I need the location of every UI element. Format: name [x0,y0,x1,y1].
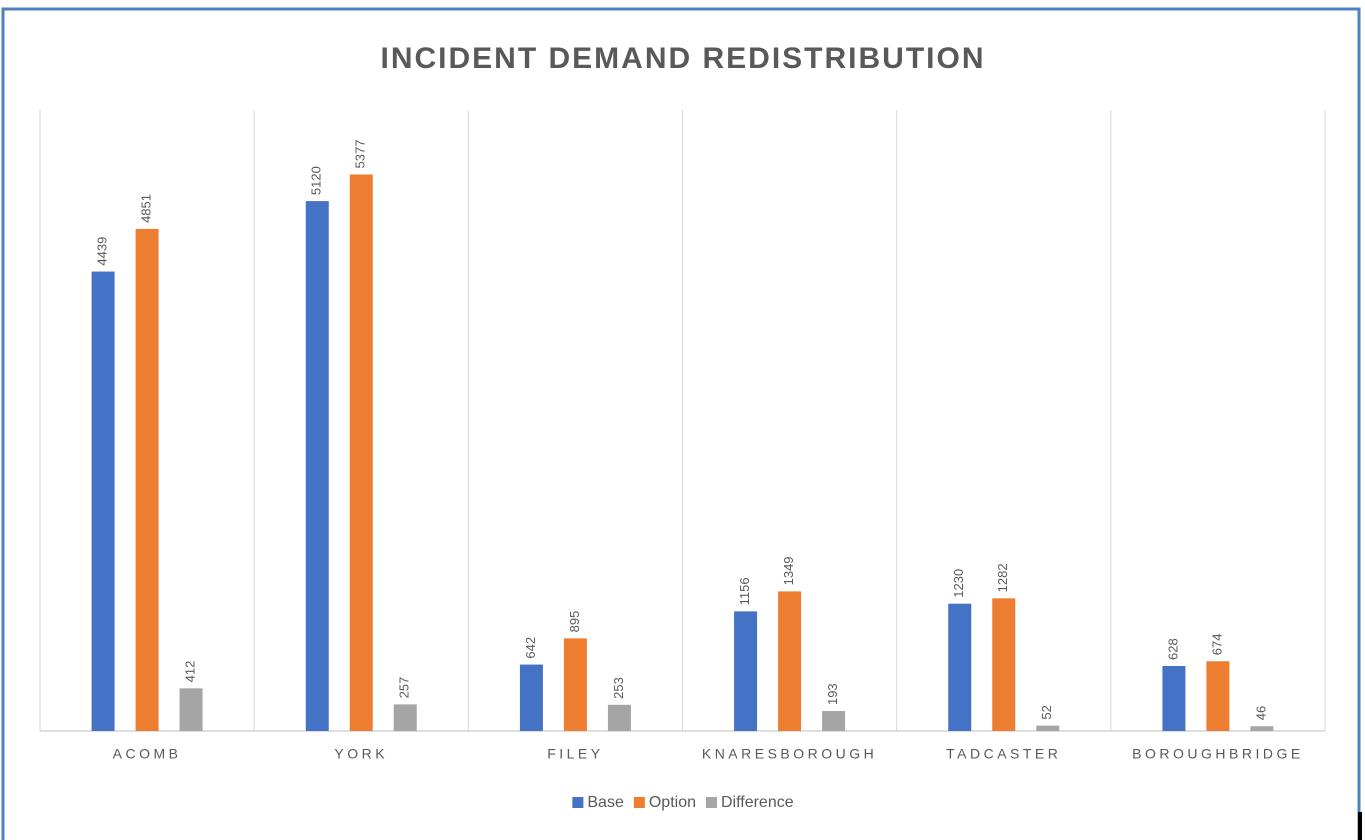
data-label: 5377 [353,140,368,169]
bar [1250,726,1274,731]
bar [948,603,972,731]
chart-frame [1,7,1361,840]
bar [519,664,543,731]
data-label: 412 [183,661,198,683]
data-label: 1282 [995,563,1010,592]
chart-title: INCIDENT DEMAND REDISTRIBUTION [381,42,986,75]
data-label: 52 [1039,705,1054,719]
bar [91,271,115,731]
data-label: 674 [1209,634,1224,656]
data-label: 1156 [737,577,752,605]
data-label: 1230 [951,569,966,598]
bar [822,711,846,731]
data-label: 4851 [139,194,154,223]
bar [179,688,203,731]
data-label: 253 [611,677,626,699]
bar [992,598,1016,731]
x-tick-label: ACOMB [113,746,182,762]
bar [135,228,159,731]
legend-label: Base [587,794,624,811]
bar [778,591,802,731]
data-label: 895 [567,611,582,633]
x-tick-label: YORK [334,746,388,762]
legend-swatch [572,797,584,808]
data-label: 1349 [781,556,796,585]
bar [349,174,373,732]
bar [1162,666,1186,731]
x-tick-label: TADCASTER [946,746,1061,762]
data-label: 4439 [95,237,110,266]
cursor-mark [1358,812,1362,840]
legend-swatch [705,797,717,808]
data-label: 5120 [309,166,324,195]
data-label: 46 [1253,706,1268,720]
bar [1206,661,1230,731]
x-tick-label: BOROUGHBRIDGE [1132,746,1304,762]
legend-label: Difference [721,794,794,811]
data-label: 642 [523,637,538,659]
x-tick-label: FILEY [547,746,603,762]
bar [607,704,631,731]
data-label: 628 [1165,638,1180,660]
x-tick-label: KNARESBOROUGH [702,746,877,762]
bar [1036,725,1060,731]
legend-label: Option [649,794,696,811]
data-label: 257 [397,677,412,699]
bar [563,638,587,731]
bar [393,704,417,731]
legend-swatch [633,797,645,808]
bar [305,201,329,731]
data-label: 193 [825,683,840,705]
bar [734,611,758,731]
